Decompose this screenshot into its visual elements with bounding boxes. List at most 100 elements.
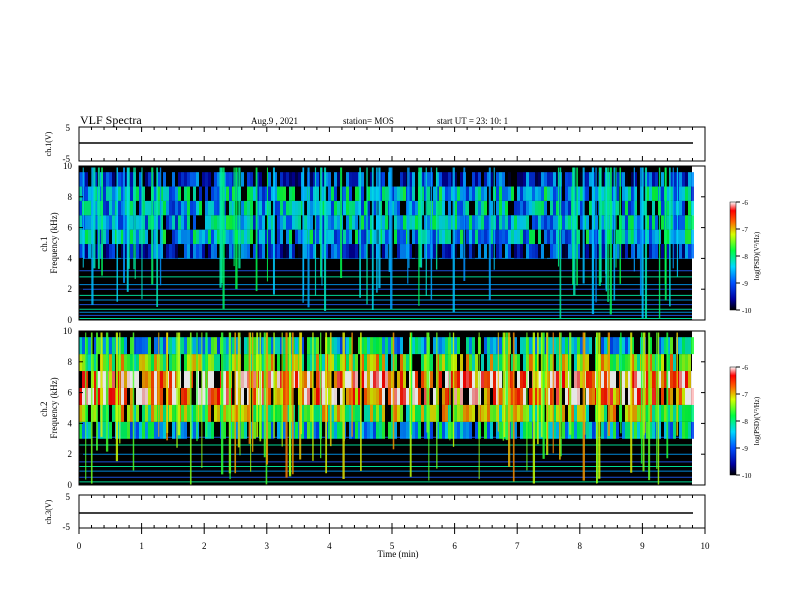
band-cell <box>322 371 325 388</box>
band-cell <box>154 371 157 388</box>
band-cell <box>130 229 133 245</box>
band-cell <box>136 421 139 439</box>
band-cell <box>385 354 388 372</box>
band-cell <box>556 354 559 372</box>
band-cell <box>328 215 331 230</box>
band-cell <box>400 337 403 355</box>
band-cell <box>484 172 487 187</box>
band-cell <box>514 354 517 372</box>
band-cell <box>484 404 487 422</box>
band-cell <box>82 387 85 405</box>
band-cell <box>340 354 343 372</box>
band-cell <box>685 371 688 388</box>
band-cell <box>244 421 247 439</box>
band-cell <box>322 404 325 422</box>
band-cell <box>508 215 511 230</box>
band-cell <box>682 404 685 422</box>
band-cell <box>604 421 607 439</box>
band-cell <box>262 387 265 405</box>
band-cell <box>679 387 682 405</box>
band-cell <box>142 387 145 405</box>
band-cell <box>394 337 397 355</box>
band-cell <box>520 172 523 187</box>
band-cell <box>616 387 619 405</box>
ch1-colorbar-ticks: -6-7-8-9-10 <box>736 199 752 315</box>
band-cell <box>85 354 88 372</box>
band-cell <box>667 244 670 259</box>
band-cell <box>331 421 334 439</box>
band-cell <box>472 186 475 201</box>
band-cell <box>217 186 220 201</box>
band-cell <box>106 200 109 216</box>
ch1-spectrogram-ylabel: ch.1 Frequency (kHz) <box>39 212 59 273</box>
band-cell <box>148 337 151 355</box>
ch3-waveform-ticks <box>78 495 706 528</box>
band-cell <box>430 371 433 388</box>
band-cell <box>658 421 661 439</box>
band-cell <box>520 421 523 439</box>
band-cell <box>394 200 397 216</box>
ch3-waveform-ylabel: ch.3(V) <box>44 499 53 524</box>
band-cell <box>685 387 688 405</box>
band-cell <box>268 337 271 355</box>
band-cell <box>286 172 289 187</box>
band-cell <box>247 244 250 259</box>
band-cell <box>352 371 355 388</box>
band-cell <box>277 337 280 355</box>
band-cell <box>523 215 526 230</box>
band-cell <box>268 229 271 245</box>
band-cell <box>466 229 469 245</box>
band-cell <box>82 354 85 372</box>
band-cell <box>556 404 559 422</box>
band-cell <box>130 186 133 201</box>
band-cell <box>475 371 478 388</box>
band-cell <box>208 404 211 422</box>
band-cell <box>187 186 190 201</box>
band-cell <box>343 229 346 245</box>
frequency-tick-label: 2 <box>68 284 73 294</box>
band-cell <box>253 337 256 355</box>
band-cell <box>118 229 121 245</box>
band-cell <box>226 229 229 245</box>
band-cell <box>382 387 385 405</box>
band-cell <box>373 421 376 439</box>
band-cell <box>589 337 592 355</box>
band-cell <box>346 337 349 355</box>
band-cell <box>442 229 445 245</box>
band-cell <box>370 337 373 355</box>
band-cell <box>82 371 85 388</box>
band-cell <box>280 186 283 201</box>
band-cell <box>151 387 154 405</box>
band-cell <box>373 172 376 187</box>
band-cell <box>421 172 424 187</box>
band-cell <box>310 215 313 230</box>
band-cell <box>634 229 637 245</box>
ch2-colorbar-label: log(PSD)(V²/Hz) <box>753 396 761 445</box>
band-cell <box>331 244 334 259</box>
band-cell <box>136 337 139 355</box>
band-cell <box>580 186 583 201</box>
band-cell <box>367 371 370 388</box>
band-cell <box>565 215 568 230</box>
band-cell <box>328 229 331 245</box>
band-cell <box>544 371 547 388</box>
band-cell <box>655 215 658 230</box>
band-cell <box>436 172 439 187</box>
band-cell <box>481 371 484 388</box>
band-cell <box>277 215 280 230</box>
band-cell <box>349 354 352 372</box>
band-cell <box>424 229 427 245</box>
band-cell <box>460 172 463 187</box>
band-cell <box>94 404 97 422</box>
band-cell <box>88 186 91 201</box>
band-cell <box>97 337 100 355</box>
band-cell <box>286 229 289 245</box>
band-cell <box>637 371 640 388</box>
band-cell <box>652 215 655 230</box>
band-cell <box>574 387 577 405</box>
band-cell <box>373 371 376 388</box>
band-cell <box>679 215 682 230</box>
band-cell <box>181 172 184 187</box>
band-cell <box>592 387 595 405</box>
band-cell <box>304 371 307 388</box>
